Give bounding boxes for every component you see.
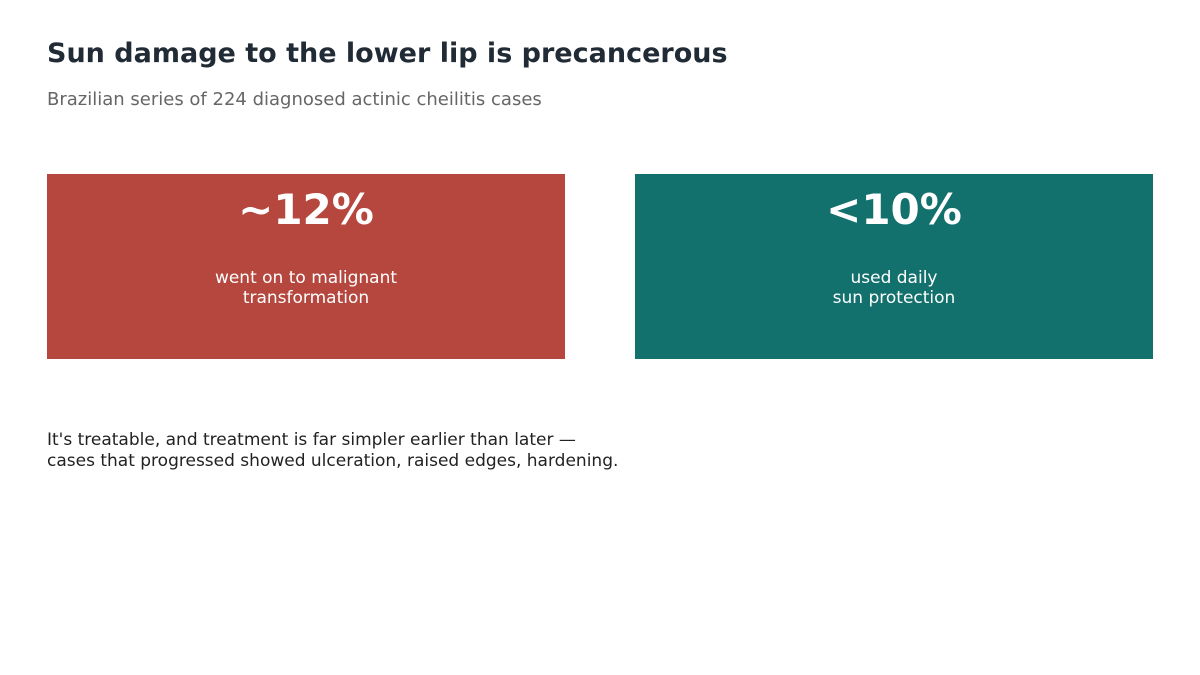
page-title: Sun damage to the lower lip is precancer… [47, 38, 728, 69]
stat-description-line: went on to malignant [214, 268, 398, 288]
footnote-line: cases that progressed showed ulceration,… [47, 451, 619, 471]
stat-description-line: used daily [850, 268, 938, 288]
stat-description-line: transformation [242, 288, 370, 308]
footnote: It's treatable, and treatment is far sim… [47, 430, 618, 472]
stat-description: used daily sun protection [635, 268, 1153, 308]
stat-card-sun-protection: <10% used daily sun protection [635, 174, 1153, 359]
stat-description-line: sun protection [832, 288, 956, 308]
footnote-line: It's treatable, and treatment is far sim… [47, 430, 576, 450]
stat-description: went on to malignant transformation [47, 268, 565, 308]
page-subtitle: Brazilian series of 224 diagnosed actini… [47, 89, 542, 110]
stat-value: ~12% [238, 185, 374, 234]
stat-value: <10% [826, 185, 962, 234]
stat-card-malignant-transformation: ~12% went on to malignant transformation [47, 174, 565, 359]
